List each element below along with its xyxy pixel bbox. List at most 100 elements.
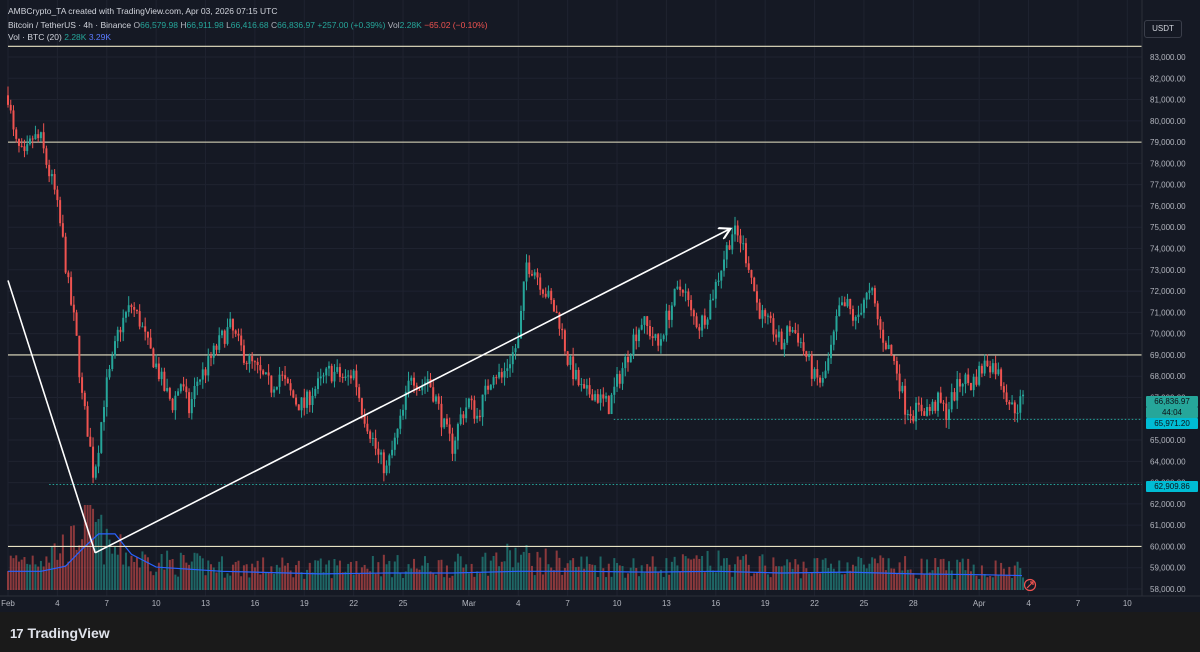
- volume-bar: [764, 565, 767, 590]
- candle-body: [840, 302, 843, 306]
- price-tick-label: 58,000.00: [1150, 585, 1186, 594]
- candle-body: [48, 164, 51, 177]
- candle-body: [657, 334, 660, 346]
- candle-body: [119, 329, 122, 333]
- candle-body: [380, 452, 383, 455]
- volume-bar: [698, 558, 701, 590]
- candle-body: [64, 236, 67, 273]
- volume-bar: [308, 562, 311, 590]
- volume-bar: [380, 576, 383, 590]
- price-tick-label: 72,000.00: [1150, 287, 1186, 296]
- candle-body: [945, 403, 948, 420]
- volume-legend[interactable]: Vol · BTC (20) 2.28K 3.29K: [8, 32, 111, 42]
- volume-bar: [819, 573, 822, 590]
- candle-body: [758, 302, 761, 319]
- vol-change-value: −65.02 (−0.10%): [424, 20, 488, 30]
- volume-bar: [1008, 566, 1011, 590]
- volume-bar: [111, 553, 114, 590]
- time-tick-label: Feb: [1, 599, 15, 608]
- volume-bar: [75, 549, 78, 590]
- volume-bar: [539, 557, 542, 590]
- low-value: 66,416.68: [230, 20, 269, 30]
- candle-body: [506, 368, 509, 371]
- volume-bar: [772, 557, 775, 590]
- candle-body: [67, 272, 70, 278]
- candle-body: [986, 360, 989, 367]
- candle-body: [34, 134, 37, 140]
- volume-bar: [275, 564, 278, 590]
- candle-body: [709, 299, 712, 320]
- candle-body: [72, 304, 75, 313]
- price-chart[interactable]: 58,000.00 59,000.00 60,000.00 61,000.00 62,0…: [0, 0, 1200, 612]
- volume-bar: [1022, 577, 1025, 590]
- candle-body: [629, 355, 632, 363]
- candle-body: [251, 356, 254, 362]
- volume-bar: [613, 558, 616, 590]
- candle-body: [83, 392, 86, 407]
- volume-bar: [15, 555, 18, 590]
- candle-body: [473, 400, 476, 419]
- candle-body: [566, 351, 569, 365]
- trend-lines[interactable]: [7, 229, 729, 554]
- price-tick-label: 62,000.00: [1150, 500, 1186, 509]
- tradingview-brand[interactable]: 17 TradingView: [10, 625, 110, 641]
- volume-bar: [393, 561, 396, 590]
- candle-body: [511, 352, 514, 365]
- candle-body: [786, 326, 789, 343]
- volume-bar: [48, 562, 51, 590]
- volume-indicator-label[interactable]: Vol · BTC (20): [8, 32, 62, 42]
- candle-body: [865, 292, 868, 300]
- volume-bar: [382, 554, 385, 590]
- volume-bar: [670, 561, 673, 590]
- volume-bar: [725, 558, 728, 590]
- candle-body: [679, 286, 682, 290]
- volume-bar: [808, 573, 811, 590]
- candle-body: [659, 339, 662, 346]
- volume-bar: [226, 573, 229, 590]
- volume-bar: [997, 575, 1000, 590]
- candle-body: [127, 305, 130, 313]
- symbol-label[interactable]: Bitcoin / TetherUS · 4h · Binance: [8, 20, 132, 30]
- candle-body: [402, 409, 405, 416]
- volume-bar: [67, 561, 70, 590]
- volume-bar: [39, 560, 42, 590]
- volume-ma-line: [8, 533, 1022, 577]
- volume-bar: [146, 557, 149, 590]
- candle-body: [410, 377, 413, 381]
- candle-body: [495, 377, 498, 379]
- volume-bar: [541, 574, 544, 590]
- volume-bar: [643, 572, 646, 590]
- volume-bar: [616, 563, 619, 590]
- currency-button[interactable]: USDT: [1144, 20, 1182, 38]
- candle-body: [884, 342, 887, 349]
- scroll-to-realtime-icon[interactable]: [1023, 578, 1037, 592]
- volume-bar: [926, 559, 929, 590]
- ohlc-legend[interactable]: Bitcoin / TetherUS · 4h · Binance O66,57…: [8, 20, 488, 30]
- candle-body: [86, 406, 89, 437]
- candle-body: [706, 319, 709, 325]
- volume-bar: [404, 571, 407, 590]
- candle-body: [915, 402, 918, 422]
- price-tick-label: 69,000.00: [1150, 351, 1186, 360]
- candle-body: [618, 374, 621, 384]
- volume-bar: [635, 567, 638, 590]
- volume-bar: [218, 561, 221, 590]
- time-tick-label: 4: [516, 599, 521, 608]
- creator-line: AMBCrypto_TA created with TradingView.co…: [8, 6, 277, 16]
- candle-body: [577, 369, 580, 386]
- volume-bar: [964, 570, 967, 590]
- candle-body: [799, 342, 802, 344]
- price-tick-label: 71,000.00: [1150, 308, 1186, 317]
- volume-bar: [456, 553, 459, 590]
- volume-bar: [338, 560, 341, 590]
- time-axis[interactable]: Feb 4 7 10 13 16 19 22 25 Mar 4 7 10 13 16 19 22 25 28 Apr 4…: [1, 599, 1132, 608]
- candle-body: [662, 335, 665, 340]
- candle-body: [637, 329, 640, 342]
- volume-bar: [824, 558, 827, 590]
- candle-body: [698, 327, 701, 331]
- candle-body: [522, 281, 525, 311]
- candle-body: [166, 388, 169, 391]
- time-tick-label: 22: [810, 599, 819, 608]
- volume-bar: [385, 564, 388, 590]
- candle-body: [588, 385, 591, 395]
